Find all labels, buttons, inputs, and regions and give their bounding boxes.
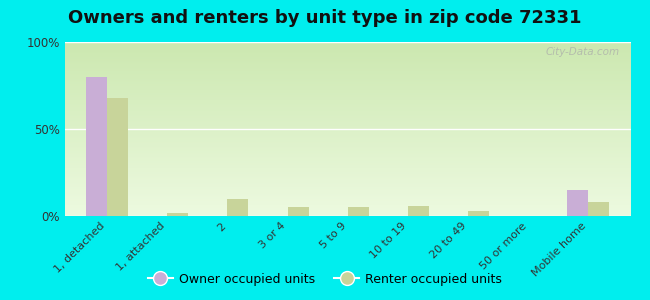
- Bar: [167, 212, 188, 216]
- Bar: [86, 77, 107, 216]
- Text: City-Data.com: City-Data.com: [545, 47, 619, 57]
- Bar: [348, 207, 369, 216]
- Text: Owners and renters by unit type in zip code 72331: Owners and renters by unit type in zip c…: [68, 9, 582, 27]
- Bar: [588, 202, 610, 216]
- Bar: [107, 98, 128, 216]
- Bar: [567, 190, 588, 216]
- Bar: [227, 199, 248, 216]
- Bar: [468, 211, 489, 216]
- Legend: Owner occupied units, Renter occupied units: Owner occupied units, Renter occupied un…: [143, 268, 507, 291]
- Bar: [287, 207, 309, 216]
- Bar: [408, 206, 429, 216]
